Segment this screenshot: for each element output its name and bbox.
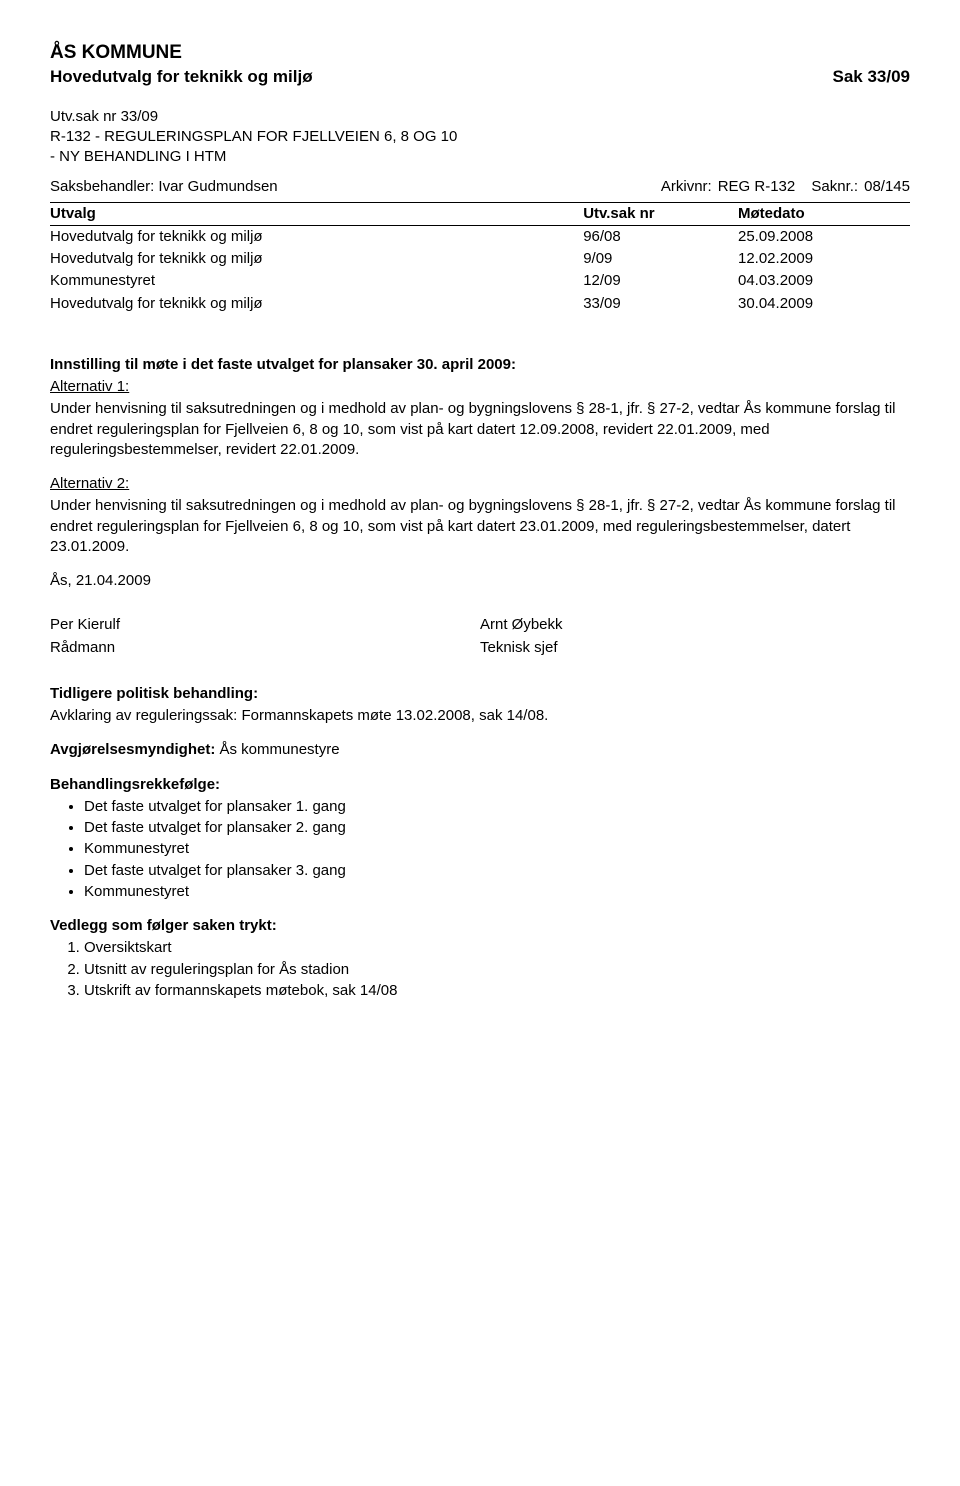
list-item: Kommunestyret [84, 839, 910, 859]
utvalg-table: Utvalg Utv.sak nr Møtedato Hovedutvalg f… [50, 202, 910, 315]
title-line-3: - NY BEHANDLING I HTM [50, 147, 910, 167]
list-item: Det faste utvalget for plansaker 1. gang [84, 797, 910, 817]
list-item: Oversiktskart [84, 938, 910, 958]
table-cell: Kommunestyret [50, 270, 583, 292]
avgjorelse-label: Avgjørelsesmyndighet: [50, 741, 215, 758]
vedlegg-section: Vedlegg som følger saken trykt: Oversikt… [50, 916, 910, 1001]
table-cell: 04.03.2009 [738, 270, 910, 292]
table-row: Kommunestyret12/0904.03.2009 [50, 270, 910, 292]
arkiv-value: REG R-132 [718, 177, 796, 197]
sign-right-name: Arnt Øybekk [480, 615, 910, 635]
col-motedato: Møtedato [738, 202, 910, 225]
alt1-text: Under henvisning til saksutredningen og … [50, 399, 910, 460]
avgjorelse-text: Ås kommunestyre [220, 741, 340, 758]
table-row: Hovedutvalg for teknikk og miljø33/0930.… [50, 293, 910, 315]
tidligere-text: Avklaring av reguleringssak: Formannskap… [50, 706, 910, 726]
table-cell: 12.02.2009 [738, 248, 910, 270]
handler-label: Saksbehandler: [50, 178, 154, 195]
title-line-1: Utv.sak nr 33/09 [50, 107, 910, 127]
behandling-list: Det faste utvalget for plansaker 1. gang… [50, 797, 910, 902]
handler-name: Ivar Gudmundsen [158, 178, 277, 195]
list-item: Det faste utvalget for plansaker 3. gang [84, 861, 910, 881]
alt1-label: Alternativ 1: [50, 377, 910, 397]
tidligere-section: Tidligere politisk behandling: Avklaring… [50, 684, 910, 727]
table-cell: 12/09 [583, 270, 738, 292]
table-row: Hovedutvalg for teknikk og miljø9/0912.0… [50, 248, 910, 270]
place-date: Ås, 21.04.2009 [50, 571, 910, 591]
table-cell: Hovedutvalg for teknikk og miljø [50, 225, 583, 248]
list-item: Det faste utvalget for plansaker 2. gang [84, 818, 910, 838]
saknr-label: Saknr.: [811, 177, 858, 197]
table-cell: 9/09 [583, 248, 738, 270]
list-item: Utskrift av formannskapets møtebok, sak … [84, 981, 910, 1001]
vedlegg-list: OversiktskartUtsnitt av reguleringsplan … [50, 938, 910, 1001]
table-cell: 25.09.2008 [738, 225, 910, 248]
saknr-value: 08/145 [864, 177, 910, 197]
table-row: Hovedutvalg for teknikk og miljø96/0825.… [50, 225, 910, 248]
alt2-label: Alternativ 2: [50, 474, 910, 494]
list-item: Kommunestyret [84, 882, 910, 902]
avgjorelse-line: Avgjørelsesmyndighet: Ås kommunestyre [50, 740, 910, 760]
list-item: Utsnitt av reguleringsplan for Ås stadio… [84, 960, 910, 980]
committee-name: Hovedutvalg for teknikk og miljø [50, 66, 313, 89]
sign-left-title: Rådmann [50, 638, 480, 658]
case-title: Utv.sak nr 33/09 R-132 - REGULERINGSPLAN… [50, 107, 910, 168]
table-cell: 33/09 [583, 293, 738, 315]
alt2-text: Under henvisning til saksutredningen og … [50, 496, 910, 557]
sign-left-name: Per Kierulf [50, 615, 480, 635]
sign-right-title: Teknisk sjef [480, 638, 910, 658]
innstilling-heading: Innstilling til møte i det faste utvalge… [50, 355, 910, 375]
table-cell: Hovedutvalg for teknikk og miljø [50, 248, 583, 270]
case-metadata: Saksbehandler: Ivar Gudmundsen Arkivnr: … [50, 177, 910, 197]
innstilling-section: Innstilling til møte i det faste utvalge… [50, 355, 910, 592]
vedlegg-heading: Vedlegg som følger saken trykt: [50, 916, 910, 936]
col-utvalg: Utvalg [50, 202, 583, 225]
table-cell: 30.04.2009 [738, 293, 910, 315]
org-name: ÅS KOMMUNE [50, 40, 910, 66]
table-cell: 96/08 [583, 225, 738, 248]
arkiv-label: Arkivnr: [661, 177, 712, 197]
signatures: Per Kierulf Rådmann Arnt Øybekk Teknisk … [50, 615, 910, 660]
title-line-2: R-132 - REGULERINGSPLAN FOR FJELLVEIEN 6… [50, 127, 910, 147]
behandling-heading: Behandlingsrekkefølge: [50, 775, 910, 795]
behandling-section: Behandlingsrekkefølge: Det faste utvalge… [50, 775, 910, 903]
col-saknr: Utv.sak nr [583, 202, 738, 225]
sak-number: Sak 33/09 [832, 66, 910, 89]
table-cell: Hovedutvalg for teknikk og miljø [50, 293, 583, 315]
tidligere-heading: Tidligere politisk behandling: [50, 684, 910, 704]
document-header: ÅS KOMMUNE Hovedutvalg for teknikk og mi… [50, 40, 910, 89]
